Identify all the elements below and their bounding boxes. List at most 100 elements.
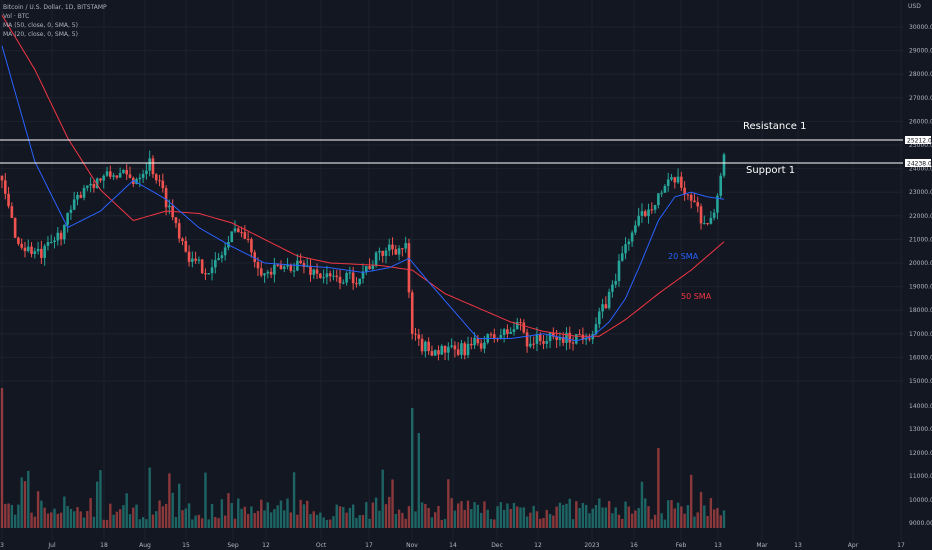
candle-body <box>246 238 250 240</box>
volume-bar <box>384 504 388 528</box>
candle-body <box>154 174 158 181</box>
volume-bar <box>450 498 453 528</box>
volume-bar <box>647 506 650 528</box>
volume-bar <box>355 517 358 528</box>
candle-body <box>151 158 155 175</box>
candle-body <box>663 185 667 193</box>
candle-body <box>584 338 588 340</box>
candle-body <box>391 244 394 250</box>
volume-bar <box>102 519 105 528</box>
candle-body <box>128 174 132 178</box>
volume-bar <box>135 504 138 528</box>
volume-bar <box>312 511 315 528</box>
candle-body <box>118 172 122 178</box>
volume-tick-label: 9000.00 <box>909 520 932 527</box>
volume-bar <box>545 509 548 528</box>
volume-bar <box>128 514 132 528</box>
volume-bar <box>86 511 89 528</box>
candle-body <box>338 276 342 284</box>
date-tick-label: Oct <box>316 542 327 549</box>
price-tick-label: 15000.00 <box>909 378 932 385</box>
date-tick-label: 13 <box>794 542 802 549</box>
volume-bar <box>243 506 247 528</box>
price-tick-label: 18000.00 <box>909 307 932 314</box>
candle-body <box>568 332 572 343</box>
volume-bar <box>210 504 214 528</box>
date-tick-label: Mar <box>756 542 768 549</box>
volume-bar <box>650 519 653 528</box>
volume-bar <box>539 518 542 528</box>
volume-bar <box>351 504 355 528</box>
volume-bar <box>223 515 227 528</box>
candle-body <box>279 264 283 269</box>
volume-bar <box>99 470 102 528</box>
volume-bar <box>434 512 437 528</box>
candle-body <box>348 272 352 274</box>
candle-body <box>210 267 214 274</box>
candle-body <box>634 225 637 233</box>
volume-bar <box>453 510 457 528</box>
volume-legend[interactable]: Vol · BTC <box>3 13 30 20</box>
volume-bar <box>712 509 716 528</box>
volume-tick-label: 10000.00 <box>909 497 932 504</box>
volume-bar <box>673 508 676 528</box>
volume-bar <box>542 517 545 528</box>
sma20-label: 20 SMA <box>668 252 699 261</box>
volume-bar <box>722 510 726 528</box>
candle-body <box>542 341 545 344</box>
candle-body <box>673 177 677 183</box>
volume-bar <box>663 519 667 528</box>
volume-bar <box>670 500 673 528</box>
candle-body <box>109 171 112 177</box>
candle-body <box>26 246 30 252</box>
candle-body <box>640 211 644 216</box>
candle-body <box>299 260 302 264</box>
candle-body <box>515 322 519 330</box>
candle-body <box>519 322 522 324</box>
candle-body <box>686 194 690 196</box>
candle-body <box>286 264 289 267</box>
candle-body <box>161 180 165 189</box>
candle-body <box>410 292 414 334</box>
volume-bar <box>125 493 128 528</box>
price-tick-label: 25000.00 <box>909 142 932 149</box>
volume-bar <box>338 506 342 528</box>
ma50-legend[interactable]: MA (50, close, 0, SMA, 5) <box>3 22 78 29</box>
symbol-title[interactable]: Bitcoin / U.S. Dollar, 1D, BITSTAMP <box>3 4 107 11</box>
volume-bar <box>476 504 480 528</box>
candle-body <box>722 154 726 176</box>
volume-bar <box>460 501 463 528</box>
candle-body <box>312 269 316 275</box>
candle-body <box>657 193 660 206</box>
candle-body <box>292 270 296 272</box>
candle-body <box>276 264 279 266</box>
volume-bar <box>315 514 319 528</box>
volume-bar <box>561 504 565 528</box>
candle-body <box>105 171 109 176</box>
volume-bar <box>516 506 519 528</box>
volume-bar <box>50 512 53 528</box>
price-tick-label: 30000.00 <box>909 24 932 31</box>
candle-body <box>470 343 473 346</box>
price-tick-label: 17000.00 <box>909 331 932 338</box>
candle-body <box>187 251 191 262</box>
ma20-legend[interactable]: MA (20, close, 0, SMA, 5) <box>3 31 78 38</box>
price-tick-label: 21000.00 <box>909 236 932 243</box>
volume-bar <box>197 514 201 528</box>
volume-bar <box>443 519 447 528</box>
volume-bar <box>273 509 276 528</box>
volume-bar <box>630 513 634 528</box>
volume-bar <box>499 502 503 528</box>
volume-bar <box>200 518 204 528</box>
currency-label: USD <box>908 3 921 10</box>
volume-bar <box>394 513 398 528</box>
candle-body <box>36 248 40 252</box>
candle-body <box>223 247 227 256</box>
price-tick-label: 29000.00 <box>909 48 932 55</box>
volume-bar <box>361 515 365 528</box>
date-tick-label: 12 <box>534 542 542 549</box>
resistance-label: Resistance 1 <box>743 121 807 132</box>
volume-bar <box>7 503 10 528</box>
